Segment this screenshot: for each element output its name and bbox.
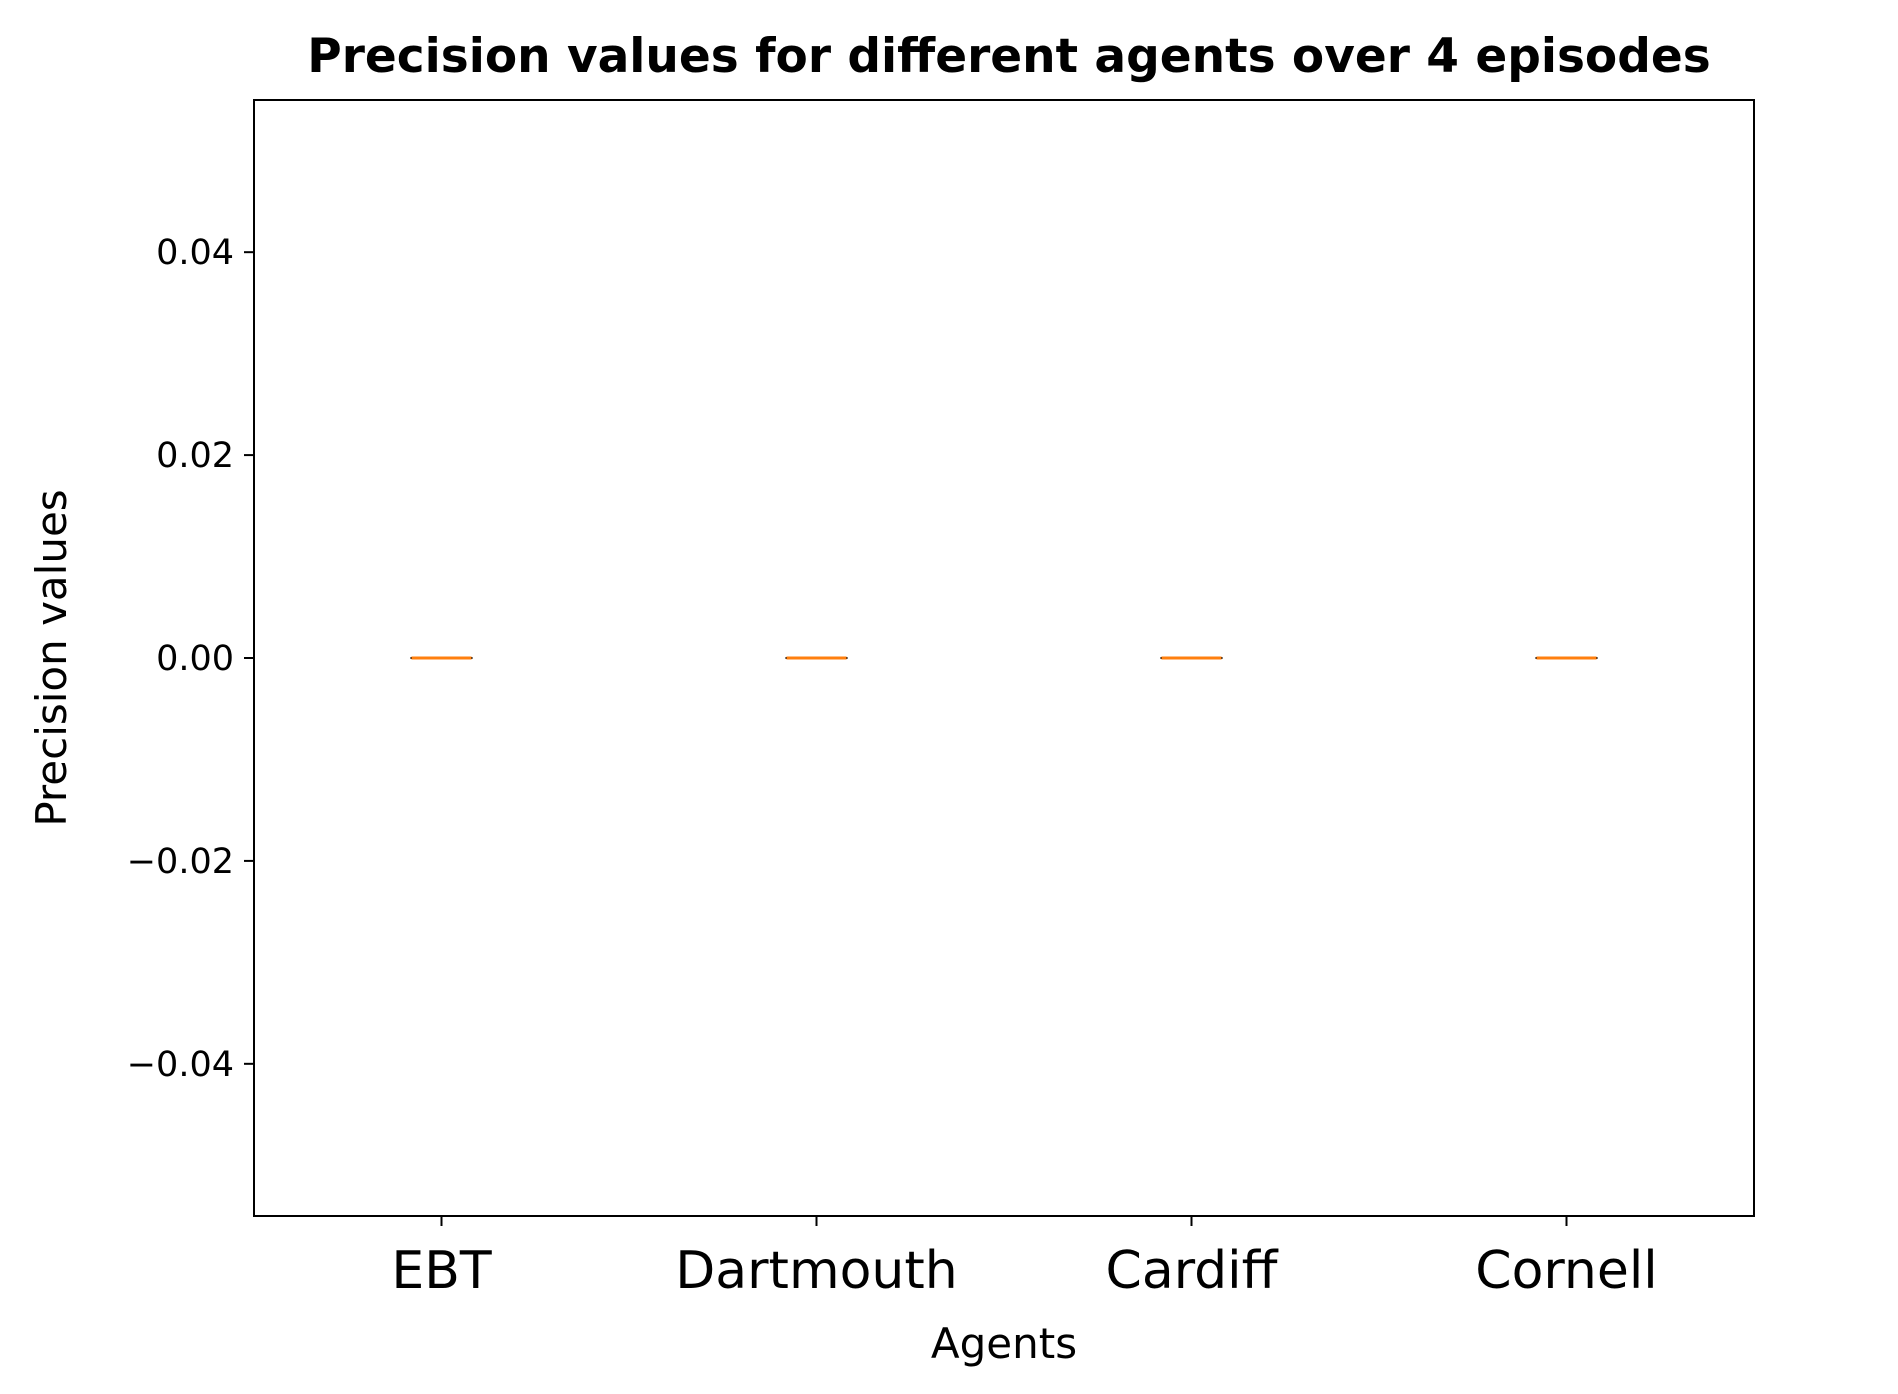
x-axis-label: Agents [931,1319,1077,1368]
x-tick-label: EBT [391,1241,492,1301]
x-tick-label: Dartmouth [675,1241,957,1301]
y-tick-label: −0.04 [127,1045,234,1085]
chart-title: Precision values for different agents ov… [307,29,1710,84]
x-axis: EBT Dartmouth Cardiff Cornell [391,1216,1657,1301]
y-tick-label: 0.02 [156,436,234,476]
y-tick-label: 0.00 [156,639,234,679]
axes-frame [254,100,1754,1216]
x-tick-label: Cardiff [1106,1241,1279,1301]
y-tick-label: −0.02 [127,842,234,882]
y-axis-label: Precision values [27,489,76,826]
x-tick-label: Cornell [1475,1241,1657,1301]
y-tick-label: 0.04 [156,233,234,273]
y-axis: −0.04 −0.02 0.00 0.02 0.04 [127,233,254,1085]
